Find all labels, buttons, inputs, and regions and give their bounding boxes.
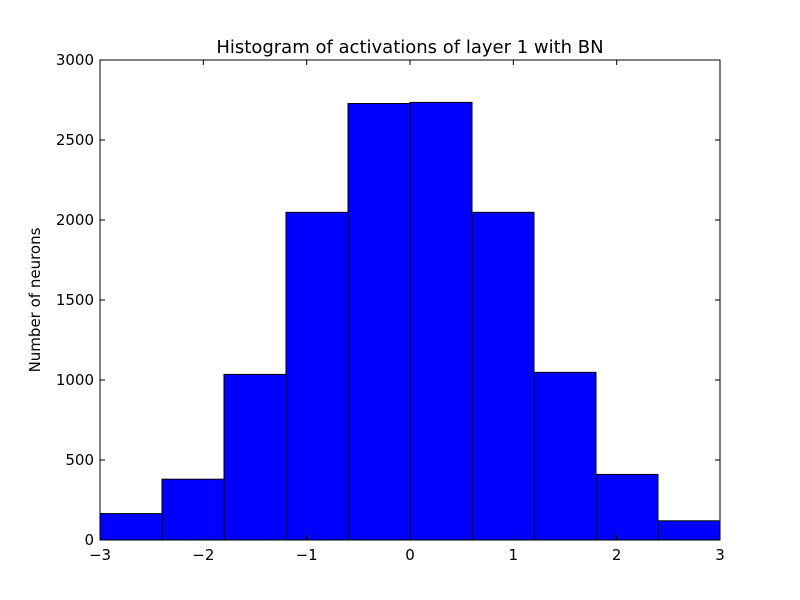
x-tick-label: 2 <box>612 546 622 564</box>
y-tick-label: 500 <box>65 451 94 469</box>
x-tick-label: −3 <box>89 546 111 564</box>
y-tick-label: 2000 <box>56 211 94 229</box>
chart-title: Histogram of activations of layer 1 with… <box>216 37 603 58</box>
y-tick-label: 0 <box>84 531 94 549</box>
histogram-bar-3 <box>223 373 287 541</box>
x-tick-label: −1 <box>296 546 318 564</box>
x-tick-label: 1 <box>509 546 519 564</box>
y-tick-label: 1000 <box>56 371 94 389</box>
x-tick-label: 0 <box>405 546 415 564</box>
x-tick-label: −2 <box>192 546 214 564</box>
histogram-bar-5 <box>347 103 411 541</box>
y-axis-label: Number of neurons <box>26 227 44 372</box>
histogram-bar-10 <box>657 520 721 541</box>
histogram-bar-8 <box>533 371 597 541</box>
tick-labels-group: −3 −2 −1 0 1 2 3 0 500 1000 1500 2000 2500 3000 <box>56 51 725 564</box>
y-tick-label: 2500 <box>56 131 94 149</box>
histogram-bar-7 <box>471 211 535 541</box>
histogram-bar-6 <box>409 101 473 541</box>
bars-group <box>99 101 721 541</box>
x-tick-label: 3 <box>715 546 725 564</box>
histogram-bar-1 <box>99 513 163 541</box>
histogram-bar-2 <box>161 478 225 541</box>
ticks-group <box>99 59 721 541</box>
y-tick-label: 3000 <box>56 51 94 69</box>
histogram-bar-9 <box>595 473 659 541</box>
histogram-bar-4 <box>285 211 349 541</box>
y-tick-label: 1500 <box>56 291 94 309</box>
